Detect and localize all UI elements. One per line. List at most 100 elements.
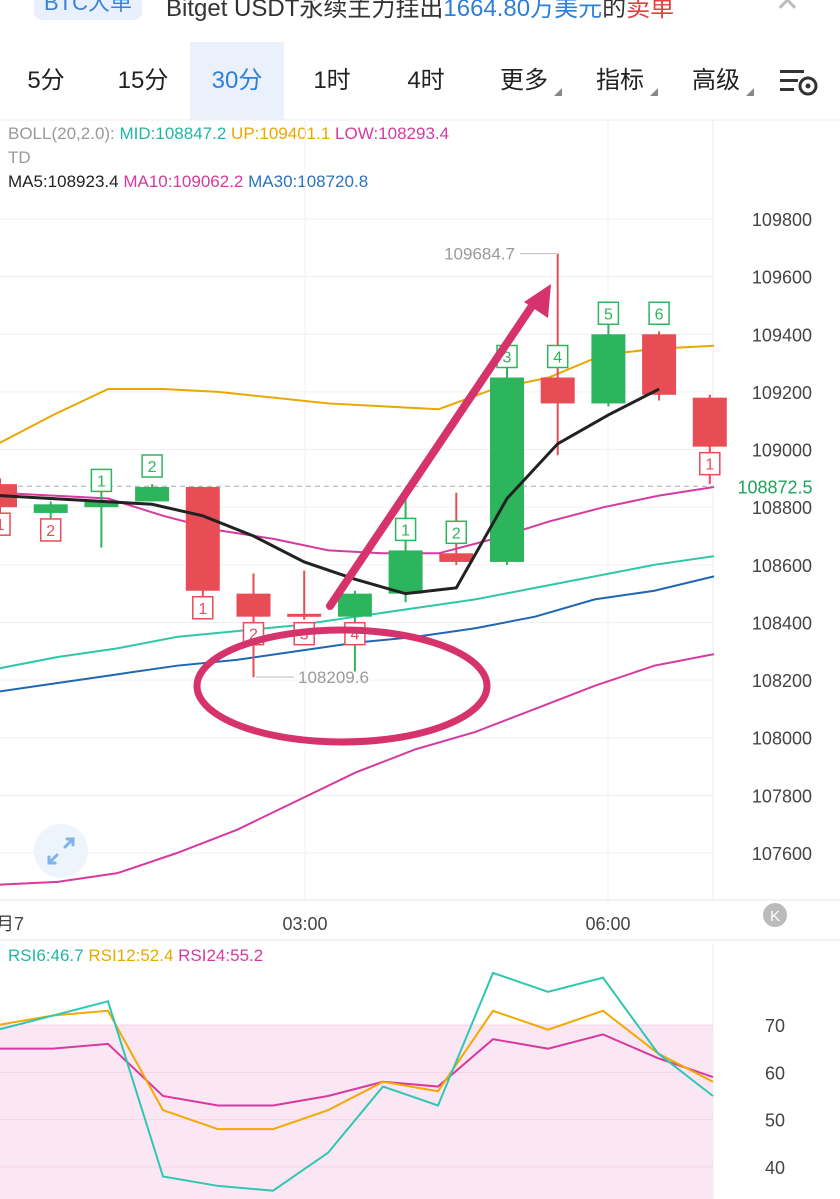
- price-tick-label: 109600: [752, 268, 812, 288]
- tab-15m[interactable]: 15分: [117, 67, 169, 94]
- candle-up: [33, 504, 68, 513]
- td-marker: [141, 454, 163, 478]
- rsi-overbought-zone: [0, 1025, 713, 1199]
- boll-legend: BOLL(20,2.0): MID:108847.2 UP:109401.1 L…: [8, 124, 450, 143]
- td-marker: [192, 596, 214, 620]
- rsi-tick-label: 50: [765, 1111, 785, 1131]
- caret-icon: [746, 88, 754, 96]
- td-marker-label: 1: [705, 457, 714, 474]
- banner-text: Bitget USDT永续主力挂出1664.80万美元的卖单: [166, 0, 675, 22]
- tab-4h[interactable]: 4时: [407, 67, 445, 94]
- price-tick-label: 109200: [752, 383, 812, 403]
- price-tick-label: 109800: [752, 210, 812, 230]
- price-axis: 109800 109600 109400 109200 109000 108800 1086…: [0, 210, 822, 934]
- low-price-label: 108209.6: [298, 668, 369, 687]
- price-tick-label: 109400: [752, 325, 812, 345]
- candle-up: [337, 593, 372, 617]
- candle-down: [185, 487, 220, 591]
- td-marker-label: 3: [503, 350, 512, 367]
- candle-down: [287, 613, 322, 617]
- boll-low-line: [0, 653, 715, 886]
- td-marker: [394, 517, 417, 542]
- trend-arrow-head: [524, 284, 551, 318]
- td-marker-label: 2: [46, 523, 55, 540]
- scroll-latest-icon: [763, 903, 787, 927]
- td-marker-label: 4: [350, 627, 359, 644]
- chart-grid: [0, 119, 840, 941]
- tab-more[interactable]: 更多: [488, 42, 562, 120]
- td-legend: TD: [8, 148, 31, 167]
- candle-down: [692, 397, 727, 447]
- high-price-label: 109684.7: [444, 245, 515, 264]
- td-marker-label: 1: [198, 601, 207, 618]
- chart-settings-icon[interactable]: [778, 66, 822, 98]
- candle-down: [540, 377, 575, 404]
- caret-icon: [554, 88, 562, 96]
- td-markers: 121212341234561: [0, 301, 721, 646]
- td-marker: [90, 468, 113, 493]
- td-marker: [546, 344, 569, 369]
- td-marker: [0, 512, 11, 536]
- td-marker-label: 5: [604, 306, 613, 323]
- price-tick-label: 108400: [752, 613, 812, 633]
- time-tick-label: 03:00: [282, 914, 327, 934]
- price-tick-label: 108200: [752, 671, 812, 691]
- candle-up: [490, 377, 524, 562]
- news-banner[interactable]: BTC大单 Bitget USDT永续主力挂出1664.80万美元的卖单 ✕: [0, 0, 840, 40]
- scroll-latest-icon-glyph: K: [770, 908, 780, 925]
- td-marker-label: 6: [655, 306, 664, 323]
- td-marker: [445, 520, 468, 545]
- rsi-legend: RSI6:46.7 RSI12:52.4 RSI24:55.2: [8, 946, 264, 965]
- td-marker: [597, 301, 620, 326]
- td-marker-label: 1: [0, 517, 5, 534]
- rsi-tick-label: 40: [765, 1158, 785, 1178]
- time-tick-label: 06:00: [585, 914, 630, 934]
- price-tick-label: 107800: [752, 786, 812, 806]
- candle-up: [135, 487, 170, 502]
- tab-1h[interactable]: 1时: [313, 67, 351, 94]
- td-marker: [39, 518, 62, 542]
- candle-up: [84, 501, 119, 508]
- caret-icon: [650, 88, 658, 96]
- price-tick-label: 107600: [752, 844, 812, 864]
- highlight-ellipse: [193, 626, 491, 746]
- td-marker-label: 1: [97, 473, 106, 490]
- candles: [0, 253, 727, 678]
- candle-up: [388, 550, 423, 594]
- rsi-tick-label: 60: [765, 1063, 785, 1083]
- rsi-panel: 70 60 50 40: [0, 945, 785, 1199]
- td-marker-label: 2: [452, 525, 461, 542]
- price-tick-label: 108000: [752, 729, 812, 749]
- close-icon[interactable]: ✕: [774, 0, 800, 18]
- rsi6-line: [0, 971, 714, 1192]
- ma-legend: MA5:108923.4 MA10:109062.2 MA30:108720.8: [8, 172, 369, 191]
- td-marker: [648, 301, 670, 326]
- rsi-tick-label: 70: [765, 1016, 785, 1036]
- td-marker-label: 4: [553, 350, 562, 367]
- td-marker: [699, 451, 721, 476]
- trend-arrow-shaft: [326, 296, 540, 610]
- timeframe-tabs: 5分 15分 30分 1时 4时 更多 指标 高级: [0, 42, 840, 120]
- candle-up: [591, 334, 626, 404]
- current-price-label: 108872.5: [737, 477, 812, 497]
- boll-mid-line: [0, 486, 715, 555]
- expand-chart-button[interactable]: [34, 824, 88, 878]
- td-marker-label: 2: [249, 627, 258, 644]
- tab-30m[interactable]: 30分: [190, 42, 284, 120]
- rsi24-line: [0, 1033, 714, 1107]
- tab-5m[interactable]: 5分: [27, 67, 65, 94]
- candle-down: [236, 593, 271, 617]
- price-tick-label: 108800: [752, 498, 812, 518]
- td-marker-label: 2: [148, 459, 157, 476]
- time-tick-label: 月7: [0, 914, 24, 934]
- candle-down: [642, 334, 677, 395]
- price-tick-label: 109000: [752, 441, 812, 461]
- candle-down: [439, 553, 474, 562]
- current-price-box: [728, 472, 822, 501]
- tab-indicators[interactable]: 指标: [584, 42, 658, 120]
- price-tick-label: 108600: [752, 556, 812, 576]
- tab-advanced[interactable]: 高级: [680, 42, 754, 120]
- annotations: 109684.7 108209.6: [193, 245, 556, 746]
- ma5-line: [0, 387, 660, 596]
